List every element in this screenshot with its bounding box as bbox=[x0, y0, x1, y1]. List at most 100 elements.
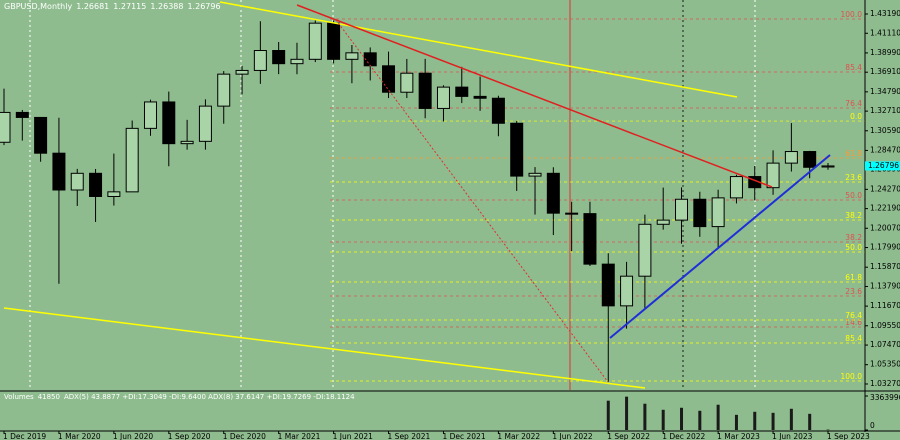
x-tick-label: 1 Mar 2022 bbox=[497, 432, 540, 440]
y-tick-label: 1.05350 bbox=[870, 360, 900, 369]
fib-label: 76.4 bbox=[845, 99, 862, 108]
trend-line bbox=[296, 4, 773, 188]
y-tick-label: 1.09550 bbox=[870, 321, 900, 330]
y-tick-label: 1.32710 bbox=[870, 106, 900, 115]
x-tick-label: 1 Jun 2023 bbox=[772, 432, 813, 440]
trend-line bbox=[609, 154, 831, 339]
indicator-text: ADX(5) 43.8877 +DI:17.3049 -DI:9.6400 AD… bbox=[63, 393, 355, 401]
fib-label: 38.2 bbox=[845, 233, 862, 242]
y-tick-label: 1.43190 bbox=[870, 9, 900, 18]
candle-body bbox=[235, 69, 249, 75]
fib-label: 23.6 bbox=[845, 287, 862, 296]
volume-bar bbox=[753, 411, 757, 430]
volume-bar bbox=[661, 409, 665, 430]
fib-label: 0.0 bbox=[850, 112, 862, 121]
x-tick-label: 1 Jun 2022 bbox=[552, 432, 593, 440]
candle-body bbox=[601, 263, 615, 307]
candle-body bbox=[308, 22, 322, 60]
candle-body bbox=[217, 73, 231, 107]
candle-body bbox=[290, 58, 304, 65]
candle-body bbox=[638, 223, 652, 277]
y-tick-label: 1.13790 bbox=[870, 281, 900, 290]
y-tick-label: 1.30590 bbox=[870, 126, 900, 135]
last-close: 1.26796 bbox=[187, 2, 221, 11]
candle-body bbox=[620, 275, 634, 307]
x-tick-label: 1 Sep 2020 bbox=[168, 432, 211, 440]
candle-body bbox=[107, 191, 121, 197]
fib-label: 50.0 bbox=[845, 191, 862, 200]
candle-body bbox=[34, 116, 48, 154]
x-tick-label: 1 Sep 2021 bbox=[388, 432, 431, 440]
volume-bar bbox=[808, 413, 812, 430]
y-tick-label: 1.22190 bbox=[870, 204, 900, 213]
current-price-box bbox=[865, 161, 900, 171]
fib-label: 50.0 bbox=[845, 243, 862, 252]
candle-body bbox=[803, 151, 817, 168]
candle-body bbox=[418, 72, 432, 109]
x-tick-label: 1 Dec 2019 bbox=[3, 432, 46, 440]
candle-body bbox=[89, 172, 103, 197]
x-tick-label: 1 Sep 2022 bbox=[607, 432, 650, 440]
volume-bar bbox=[698, 410, 702, 430]
x-tick-label: 1 Dec 2022 bbox=[662, 432, 705, 440]
y-tick-label: 1.20070 bbox=[870, 223, 900, 232]
trend-line bbox=[3, 307, 646, 389]
symbol: GBPUSD,Monthly bbox=[4, 2, 73, 11]
last-open: 1.26681 bbox=[76, 2, 110, 11]
volume-label: Volumes bbox=[4, 393, 34, 401]
candle-body bbox=[162, 101, 176, 145]
candle-body bbox=[400, 72, 414, 93]
last-high: 1.27115 bbox=[113, 2, 147, 11]
fib-label: 76.4 bbox=[845, 311, 862, 320]
fib-label: 38.2 bbox=[845, 211, 862, 220]
chart-header: GBPUSD,Monthly 1.26681 1.27115 1.26388 1.267… bbox=[4, 2, 225, 11]
candle-body bbox=[510, 122, 524, 177]
candle-body bbox=[345, 52, 359, 60]
volume-bar bbox=[789, 408, 793, 430]
candle-body bbox=[0, 111, 11, 143]
x-tick-label: 1 Mar 2023 bbox=[717, 432, 760, 440]
candle-body bbox=[528, 172, 542, 177]
candle-body bbox=[693, 198, 707, 228]
x-tick-label: 1 Dec 2021 bbox=[442, 432, 485, 440]
candle-body bbox=[327, 22, 341, 60]
candle-body bbox=[143, 101, 157, 129]
candle-body bbox=[436, 86, 450, 109]
candle-body bbox=[766, 162, 780, 189]
y-tick-label: 1.15870 bbox=[870, 262, 900, 271]
last-low: 1.26388 bbox=[150, 2, 184, 11]
x-tick-label: 1 Jun 2021 bbox=[333, 432, 374, 440]
last-volume: 41850 bbox=[37, 393, 60, 401]
volume-bar bbox=[625, 396, 629, 430]
candle-body bbox=[272, 50, 286, 65]
candle-body bbox=[784, 151, 798, 164]
candle-body bbox=[491, 97, 505, 124]
fib-label: 85.4 bbox=[845, 334, 862, 343]
x-tick-label: 1 Mar 2021 bbox=[278, 432, 321, 440]
candle-body bbox=[125, 127, 139, 193]
candle-body bbox=[821, 165, 835, 168]
x-tick-label: 1 Sep 2023 bbox=[827, 432, 870, 440]
fib-label: 23.6 bbox=[845, 173, 862, 182]
fib-label: 14.6 bbox=[845, 318, 862, 327]
fib-label: 100.0 bbox=[841, 10, 863, 19]
y-tick-label: 1.34790 bbox=[870, 87, 900, 96]
candle-body bbox=[583, 213, 597, 265]
candle-body bbox=[656, 219, 670, 225]
volume-bar bbox=[680, 407, 684, 430]
volume-bar bbox=[826, 429, 830, 431]
candle-body bbox=[473, 95, 487, 99]
volume-tick-label: 3363996 bbox=[870, 393, 900, 402]
fib-label: 61.8 bbox=[845, 149, 862, 158]
candle-body bbox=[729, 176, 743, 199]
candle-body bbox=[15, 111, 29, 118]
fib-label: 85.4 bbox=[845, 63, 862, 72]
candle-body bbox=[198, 105, 212, 142]
volume-bar bbox=[716, 404, 720, 430]
x-tick-label: 1 Dec 2020 bbox=[223, 432, 266, 440]
y-tick-label: 1.24270 bbox=[870, 184, 900, 193]
trend-line bbox=[335, 19, 609, 383]
candle-body bbox=[546, 172, 560, 214]
candle-body bbox=[711, 197, 725, 228]
y-tick-label: 1.11670 bbox=[870, 301, 900, 310]
